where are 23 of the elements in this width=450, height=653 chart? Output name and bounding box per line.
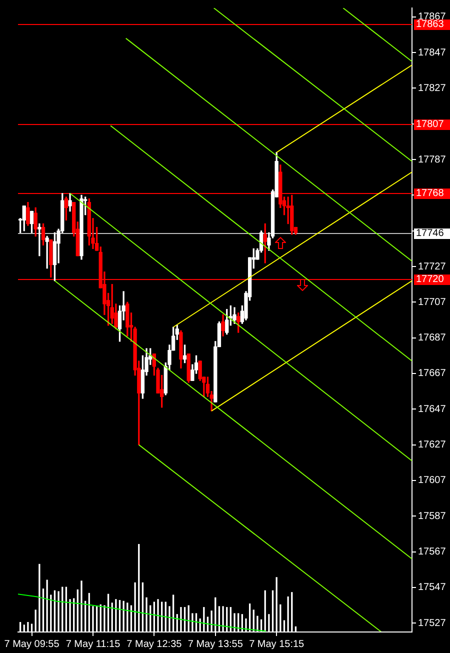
ref-line-label: 17746 <box>416 228 444 239</box>
y-tick-label: 17667 <box>418 368 446 380</box>
y-tick-label: 17787 <box>418 154 446 166</box>
ref-line-label: 17720 <box>416 274 444 285</box>
y-tick-label: 17527 <box>418 618 446 629</box>
x-tick-label: 7 May 13:55 <box>188 638 244 650</box>
y-tick-label: 17827 <box>418 82 446 94</box>
y-tick-label: 17847 <box>418 47 446 58</box>
y-tick-label: 17707 <box>418 296 446 308</box>
x-tick-label: 7 May 09:55 <box>4 638 60 650</box>
y-tick-label: 17547 <box>418 582 446 594</box>
y-tick-label: 17687 <box>418 332 446 344</box>
y-tick-label: 17567 <box>418 546 446 558</box>
ref-line-label: 17768 <box>416 188 444 199</box>
x-tick-label: 7 May 11:15 <box>66 638 121 650</box>
y-tick-label: 17587 <box>418 510 446 522</box>
ref-line-label: 17807 <box>416 118 444 130</box>
y-tick-label: 17627 <box>418 440 446 451</box>
x-tick-label: 7 May 15:15 <box>249 638 305 650</box>
y-tick-label: 17647 <box>418 404 446 415</box>
x-tick-label: 7 May 12:35 <box>126 638 182 650</box>
y-tick-label: 17607 <box>418 475 446 486</box>
y-tick-label: 17727 <box>418 261 446 272</box>
